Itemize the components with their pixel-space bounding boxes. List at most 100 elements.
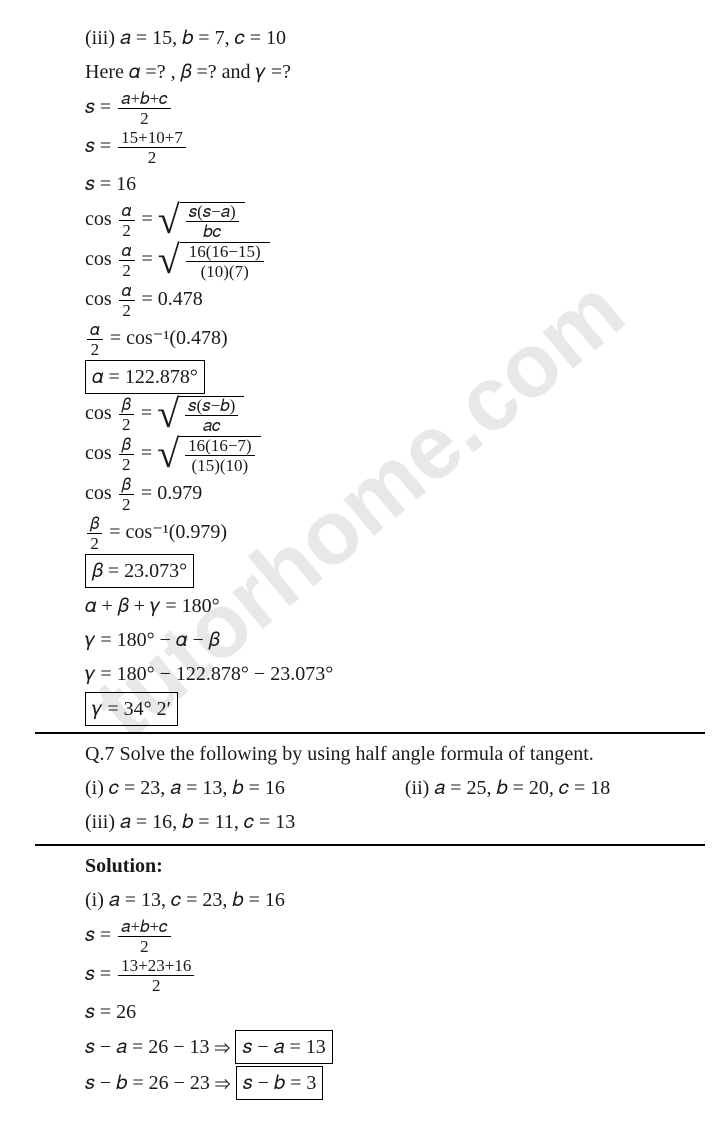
- denominator: 2: [119, 221, 135, 239]
- p3-here: Here 𝛼 =? , 𝛽 =? and 𝛾 =?: [85, 56, 690, 88]
- eq-lhs: 𝑠 =: [85, 135, 111, 157]
- p3-beta-inv: 𝛽 2 = cos⁻¹(0.979): [85, 515, 690, 552]
- fraction: 𝛼 2: [87, 321, 103, 358]
- value-text: = 0.979: [136, 482, 202, 504]
- q7-sa: 𝑠 − 𝑎 = 26 − 13 ⇒ 𝑠 − 𝑎 = 13: [85, 1030, 690, 1064]
- value-text: = 0.478: [137, 288, 203, 310]
- q7-s-val: 𝑠 = 26: [85, 996, 690, 1028]
- numerator: 𝑎+𝑏+𝑐: [118, 90, 171, 109]
- fraction: 𝛼 2: [119, 282, 135, 319]
- fraction: 𝑠(𝑠−𝑏) 𝑎𝑐: [185, 397, 238, 434]
- p3-s-def: 𝑠 = 𝑎+𝑏+𝑐 2: [85, 90, 690, 127]
- boxed-answer: 𝛼 = 122.878°: [85, 360, 205, 394]
- section-divider: [35, 844, 705, 846]
- fraction: 16(16−15) (10)(7): [186, 243, 264, 280]
- denominator: 2: [118, 976, 194, 994]
- p3-sum: 𝛼 + 𝛽 + 𝛾 = 180°: [85, 590, 690, 622]
- numerator: 𝛼: [119, 282, 135, 301]
- denominator: 2: [118, 937, 171, 955]
- p3-cosA-def: cos 𝛼 2 = √ 𝑠(𝑠−𝑎) 𝑏𝑐: [85, 202, 690, 240]
- denominator: 2: [119, 415, 134, 433]
- numerator: 13+23+16: [118, 957, 194, 976]
- q7-i-given: (i) 𝑎 = 13, 𝑐 = 23, 𝑏 = 16: [85, 884, 690, 916]
- radical-icon: √: [158, 242, 180, 278]
- solution-heading: Solution:: [85, 850, 690, 882]
- denominator: 2: [87, 534, 102, 552]
- fraction: 𝛽 2: [119, 476, 134, 513]
- cos-text: cos: [85, 402, 112, 424]
- numerator: 𝛽: [119, 396, 134, 415]
- cos-text: cos: [85, 482, 112, 504]
- fraction: 𝑠(𝑠−𝑎) 𝑏𝑐: [186, 203, 239, 240]
- sa-lhs: 𝑠 − 𝑎 = 26 − 13 ⇒: [85, 1036, 235, 1058]
- denominator: 2: [119, 495, 134, 513]
- fraction: 𝑎+𝑏+𝑐 2: [118, 90, 171, 127]
- numerator: 15+10+7: [118, 129, 186, 148]
- sqrt-body: 16(16−7) (15)(10): [179, 436, 260, 474]
- p3-s-val: 𝑠 = 16: [85, 168, 690, 200]
- numerator: 𝛼: [119, 202, 135, 221]
- fraction: 𝑎+𝑏+𝑐 2: [118, 918, 171, 955]
- p3-given: (iii) 𝑎 = 15, 𝑏 = 7, 𝑐 = 10: [85, 22, 690, 54]
- q7-row1: (i) 𝑐 = 23, 𝑎 = 13, 𝑏 = 16 (ii) 𝑎 = 25, …: [85, 772, 690, 804]
- fraction: 𝛼 2: [119, 242, 135, 279]
- radical-icon: √: [157, 436, 179, 472]
- sb-lhs: 𝑠 − 𝑏 = 26 − 23 ⇒: [85, 1072, 236, 1094]
- numerator: 16(16−15): [186, 243, 264, 262]
- boxed-answer: 𝛾 = 34° 2′: [85, 692, 178, 726]
- numerator: 𝑠(𝑠−𝑏): [185, 397, 238, 416]
- value-text: = cos⁻¹(0.478): [105, 327, 228, 349]
- numerator: 𝛽: [119, 436, 134, 455]
- p3-cosB-val: cos 𝛽 2 = 0.979: [85, 476, 690, 513]
- sqrt-body: 16(16−15) (10)(7): [180, 242, 270, 280]
- p3-gamma-ans: 𝛾 = 34° 2′: [85, 692, 690, 726]
- boxed-answer: 𝛽 = 23.073°: [85, 554, 194, 588]
- p3-cosA-val: cos 𝛼 2 = 0.478: [85, 282, 690, 319]
- p3-gamma1: 𝛾 = 180° − 𝛼 − 𝛽: [85, 624, 690, 656]
- p3-cosA-sub: cos 𝛼 2 = √ 16(16−15) (10)(7): [85, 242, 690, 280]
- p3-alpha-ans: 𝛼 = 122.878°: [85, 360, 690, 394]
- cos-text: cos: [85, 248, 112, 270]
- q7-opt-i: (i) 𝑐 = 23, 𝑎 = 13, 𝑏 = 16: [85, 772, 285, 804]
- p3-beta-ans: 𝛽 = 23.073°: [85, 554, 690, 588]
- numerator: 𝛼: [119, 242, 135, 261]
- p3-cosB-def: cos 𝛽 2 = √ 𝑠(𝑠−𝑏) 𝑎𝑐: [85, 396, 690, 434]
- denominator: (15)(10): [185, 456, 254, 474]
- fraction: 16(16−7) (15)(10): [185, 437, 254, 474]
- denominator: 2: [118, 148, 186, 166]
- fraction: 𝛽 2: [119, 396, 134, 433]
- denominator: 2: [87, 340, 103, 358]
- p3-alpha-inv: 𝛼 2 = cos⁻¹(0.478): [85, 321, 690, 358]
- denominator: (10)(7): [186, 262, 264, 280]
- fraction: 15+10+7 2: [118, 129, 186, 166]
- radical-icon: √: [157, 396, 179, 432]
- fraction: 𝛽 2: [119, 436, 134, 473]
- sqrt-body: 𝑠(𝑠−𝑏) 𝑎𝑐: [179, 396, 244, 434]
- boxed-answer: 𝑠 − 𝑏 = 3: [236, 1066, 324, 1100]
- p3-s-sub: 𝑠 = 15+10+7 2: [85, 129, 690, 166]
- q7-s-sub: 𝑠 = 13+23+16 2: [85, 957, 690, 994]
- denominator: 2: [118, 109, 171, 127]
- q7-opt-iii: (iii) 𝑎 = 16, 𝑏 = 11, 𝑐 = 13: [85, 806, 690, 838]
- numerator: 𝛽: [119, 476, 134, 495]
- denominator: 2: [119, 301, 135, 319]
- q7-sb: 𝑠 − 𝑏 = 26 − 23 ⇒ 𝑠 − 𝑏 = 3: [85, 1066, 690, 1100]
- denominator: 2: [119, 455, 134, 473]
- denominator: 𝑎𝑐: [185, 416, 238, 434]
- page-content: (iii) 𝑎 = 15, 𝑏 = 7, 𝑐 = 10 Here 𝛼 =? , …: [0, 0, 720, 1122]
- denominator: 𝑏𝑐: [186, 222, 239, 240]
- radical-icon: √: [158, 202, 180, 238]
- numerator: 𝑎+𝑏+𝑐: [118, 918, 171, 937]
- p3-gamma2: 𝛾 = 180° − 122.878° − 23.073°: [85, 658, 690, 690]
- section-divider: [35, 732, 705, 734]
- eq-lhs: 𝑠 =: [85, 924, 111, 946]
- numerator: 16(16−7): [185, 437, 254, 456]
- fraction: 𝛼 2: [119, 202, 135, 239]
- numerator: 𝑠(𝑠−𝑎): [186, 203, 239, 222]
- cos-text: cos: [85, 442, 112, 464]
- boxed-answer: 𝑠 − 𝑎 = 13: [235, 1030, 332, 1064]
- numerator: 𝛽: [87, 515, 102, 534]
- cos-text: cos: [85, 208, 112, 230]
- value-text: = cos⁻¹(0.979): [104, 521, 227, 543]
- q7-prompt: Q.7 Solve the following by using half an…: [85, 738, 690, 770]
